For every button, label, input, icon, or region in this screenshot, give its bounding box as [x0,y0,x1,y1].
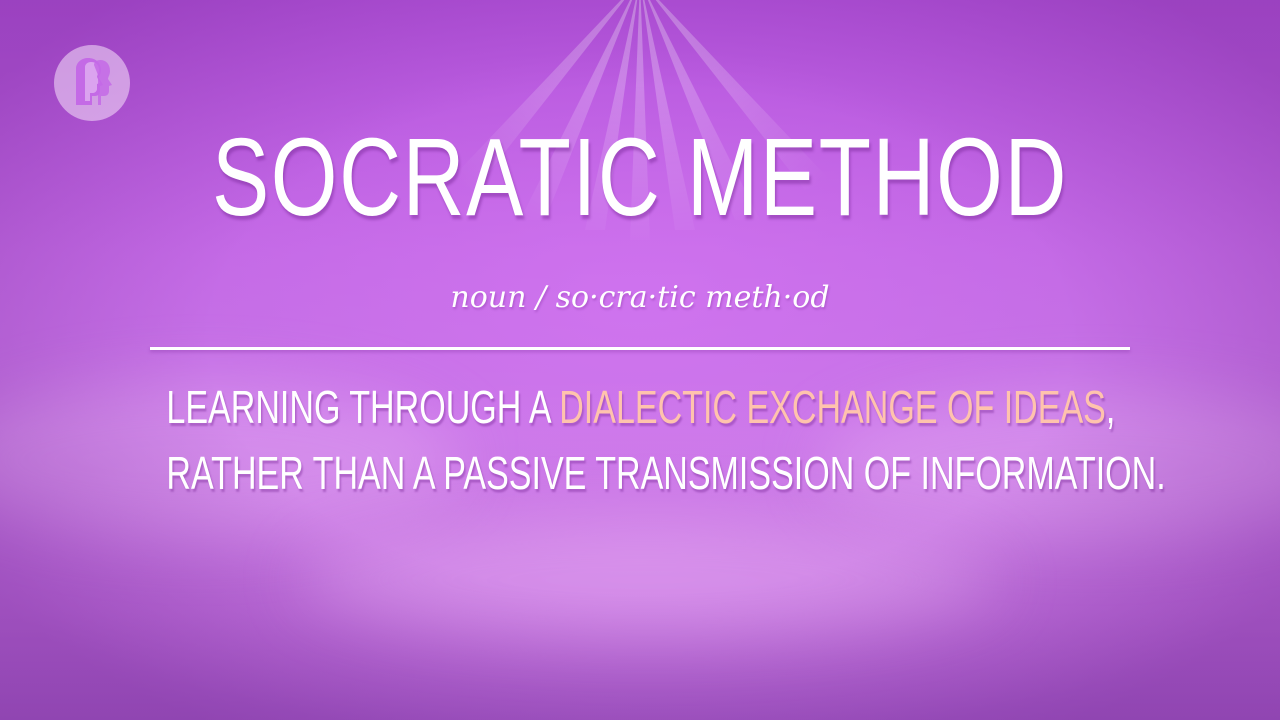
cloud-glow [820,390,1280,540]
definition-line-2: RATHER THAN A PASSIVE TRANSMISSION OF IN… [166,446,1165,501]
definition-text: RATHER THAN A PASSIVE TRANSMISSION OF IN… [166,447,1166,499]
cloud-glow [300,520,1000,640]
definition-highlight: DIALECTIC EXCHANGE OF IDEAS [559,381,1106,433]
page-title: SOCRATIC METHOD [212,116,1068,239]
definition-line-1: LEARNING THROUGH A DIALECTIC EXCHANGE OF… [166,380,1116,435]
definition-text: LEARNING THROUGH A [166,381,560,433]
definition-punctuation: , [1105,381,1116,433]
pbs-logo-icon [54,45,130,121]
divider [150,347,1130,350]
cloud-glow [0,380,460,540]
pronunciation: noun / so·cra·tic meth·od [450,280,830,315]
